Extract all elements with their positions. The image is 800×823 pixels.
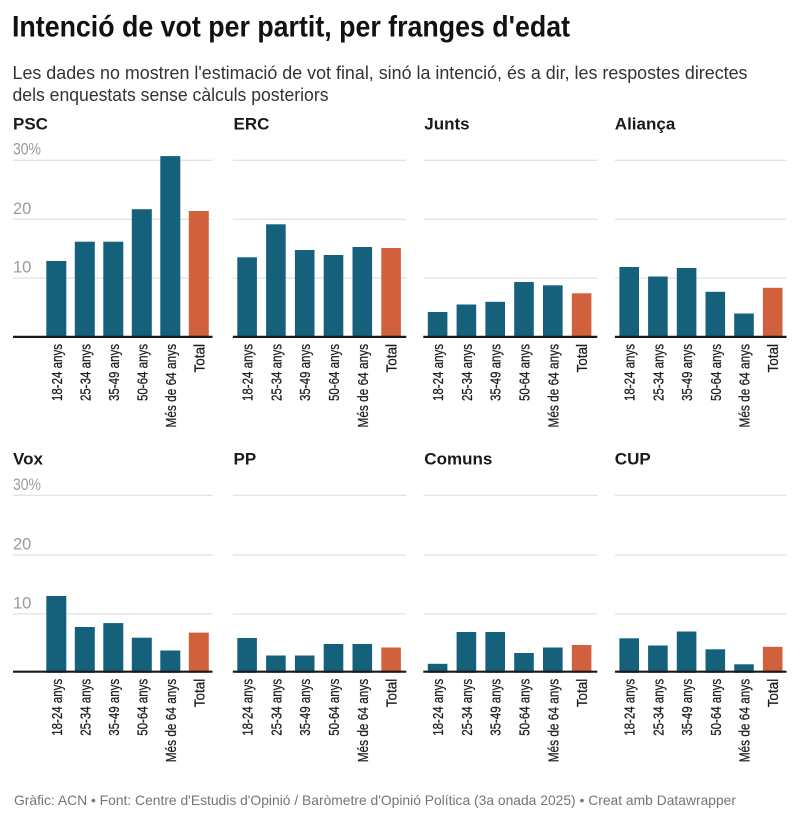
svg-text:Vox: Vox	[13, 449, 43, 468]
svg-text:Més de 64 anys: Més de 64 anys	[355, 344, 372, 428]
svg-text:dels enquestats sense càlculs: dels enquestats sense càlculs posteriors	[13, 84, 329, 105]
svg-text:ERC: ERC	[234, 115, 270, 134]
svg-text:18-24 anys: 18-24 anys	[430, 679, 447, 736]
svg-text:20: 20	[13, 200, 31, 218]
svg-text:50-64 anys: 50-64 anys	[134, 344, 151, 401]
svg-text:25-34 anys: 25-34 anys	[77, 344, 94, 401]
svg-text:Més de 64 anys: Més de 64 anys	[737, 679, 754, 763]
svg-text:35-49 anys: 35-49 anys	[297, 344, 314, 401]
svg-text:Més de 64 anys: Més de 64 anys	[737, 344, 754, 428]
svg-text:Més de 64 anys: Més de 64 anys	[545, 344, 562, 428]
svg-text:Total: Total	[765, 679, 782, 708]
svg-text:18-24 anys: 18-24 anys	[49, 344, 66, 401]
svg-text:Total: Total	[191, 679, 208, 708]
svg-text:Més de 64 anys: Més de 64 anys	[545, 679, 562, 763]
svg-text:35-49 anys: 35-49 anys	[297, 679, 314, 736]
svg-text:50-64 anys: 50-64 anys	[326, 679, 343, 736]
svg-text:25-34 anys: 25-34 anys	[650, 679, 667, 736]
svg-text:Total: Total	[384, 679, 401, 708]
svg-text:PSC: PSC	[13, 115, 48, 134]
svg-text:18-24 anys: 18-24 anys	[622, 344, 639, 401]
svg-text:18-24 anys: 18-24 anys	[430, 344, 447, 401]
svg-text:Total: Total	[191, 344, 208, 373]
svg-text:Comuns: Comuns	[424, 449, 492, 468]
svg-text:25-34 anys: 25-34 anys	[459, 344, 476, 401]
svg-text:35-49 anys: 35-49 anys	[106, 679, 123, 736]
svg-text:Les dades no mostren l'estimac: Les dades no mostren l'estimació de vot …	[13, 62, 748, 83]
svg-text:50-64 anys: 50-64 anys	[134, 679, 151, 736]
svg-text:10: 10	[13, 259, 31, 277]
svg-text:Total: Total	[384, 344, 401, 373]
svg-text:20: 20	[13, 536, 31, 554]
svg-text:CUP: CUP	[615, 449, 651, 468]
svg-text:50-64 anys: 50-64 anys	[708, 344, 725, 401]
svg-text:30%: 30%	[13, 141, 41, 159]
svg-text:Intenció de vot per partit, pe: Intenció de vot per partit, per franges …	[12, 11, 570, 44]
svg-text:Gràfic: ACN • Font: Centre d'E: Gràfic: ACN • Font: Centre d'Estudis d'O…	[14, 792, 736, 808]
svg-text:35-49 anys: 35-49 anys	[106, 344, 123, 401]
svg-text:Junts: Junts	[424, 115, 469, 134]
svg-text:35-49 anys: 35-49 anys	[488, 344, 505, 401]
svg-text:18-24 anys: 18-24 anys	[49, 679, 66, 736]
svg-text:50-64 anys: 50-64 anys	[326, 344, 343, 401]
svg-text:25-34 anys: 25-34 anys	[650, 344, 667, 401]
svg-text:35-49 anys: 35-49 anys	[488, 679, 505, 736]
svg-text:35-49 anys: 35-49 anys	[679, 344, 696, 401]
svg-text:25-34 anys: 25-34 anys	[77, 679, 94, 736]
svg-text:25-34 anys: 25-34 anys	[459, 679, 476, 736]
svg-text:50-64 anys: 50-64 anys	[517, 344, 534, 401]
svg-text:30%: 30%	[13, 476, 41, 494]
svg-text:Més de 64 anys: Més de 64 anys	[163, 344, 180, 428]
svg-text:Total: Total	[574, 344, 591, 373]
svg-text:18-24 anys: 18-24 anys	[240, 344, 257, 401]
svg-text:25-34 anys: 25-34 anys	[268, 344, 285, 401]
svg-text:35-49 anys: 35-49 anys	[679, 679, 696, 736]
svg-text:PP: PP	[234, 449, 257, 468]
svg-text:50-64 anys: 50-64 anys	[708, 679, 725, 736]
svg-text:18-24 anys: 18-24 anys	[622, 679, 639, 736]
svg-text:10: 10	[13, 594, 31, 612]
svg-text:Total: Total	[574, 679, 591, 708]
svg-text:25-34 anys: 25-34 anys	[268, 679, 285, 736]
svg-text:Aliança: Aliança	[615, 115, 676, 134]
svg-text:Total: Total	[765, 344, 782, 373]
svg-text:Més de 64 anys: Més de 64 anys	[163, 679, 180, 763]
svg-text:18-24 anys: 18-24 anys	[240, 679, 257, 736]
svg-text:Més de 64 anys: Més de 64 anys	[355, 679, 372, 763]
svg-text:50-64 anys: 50-64 anys	[517, 679, 534, 736]
